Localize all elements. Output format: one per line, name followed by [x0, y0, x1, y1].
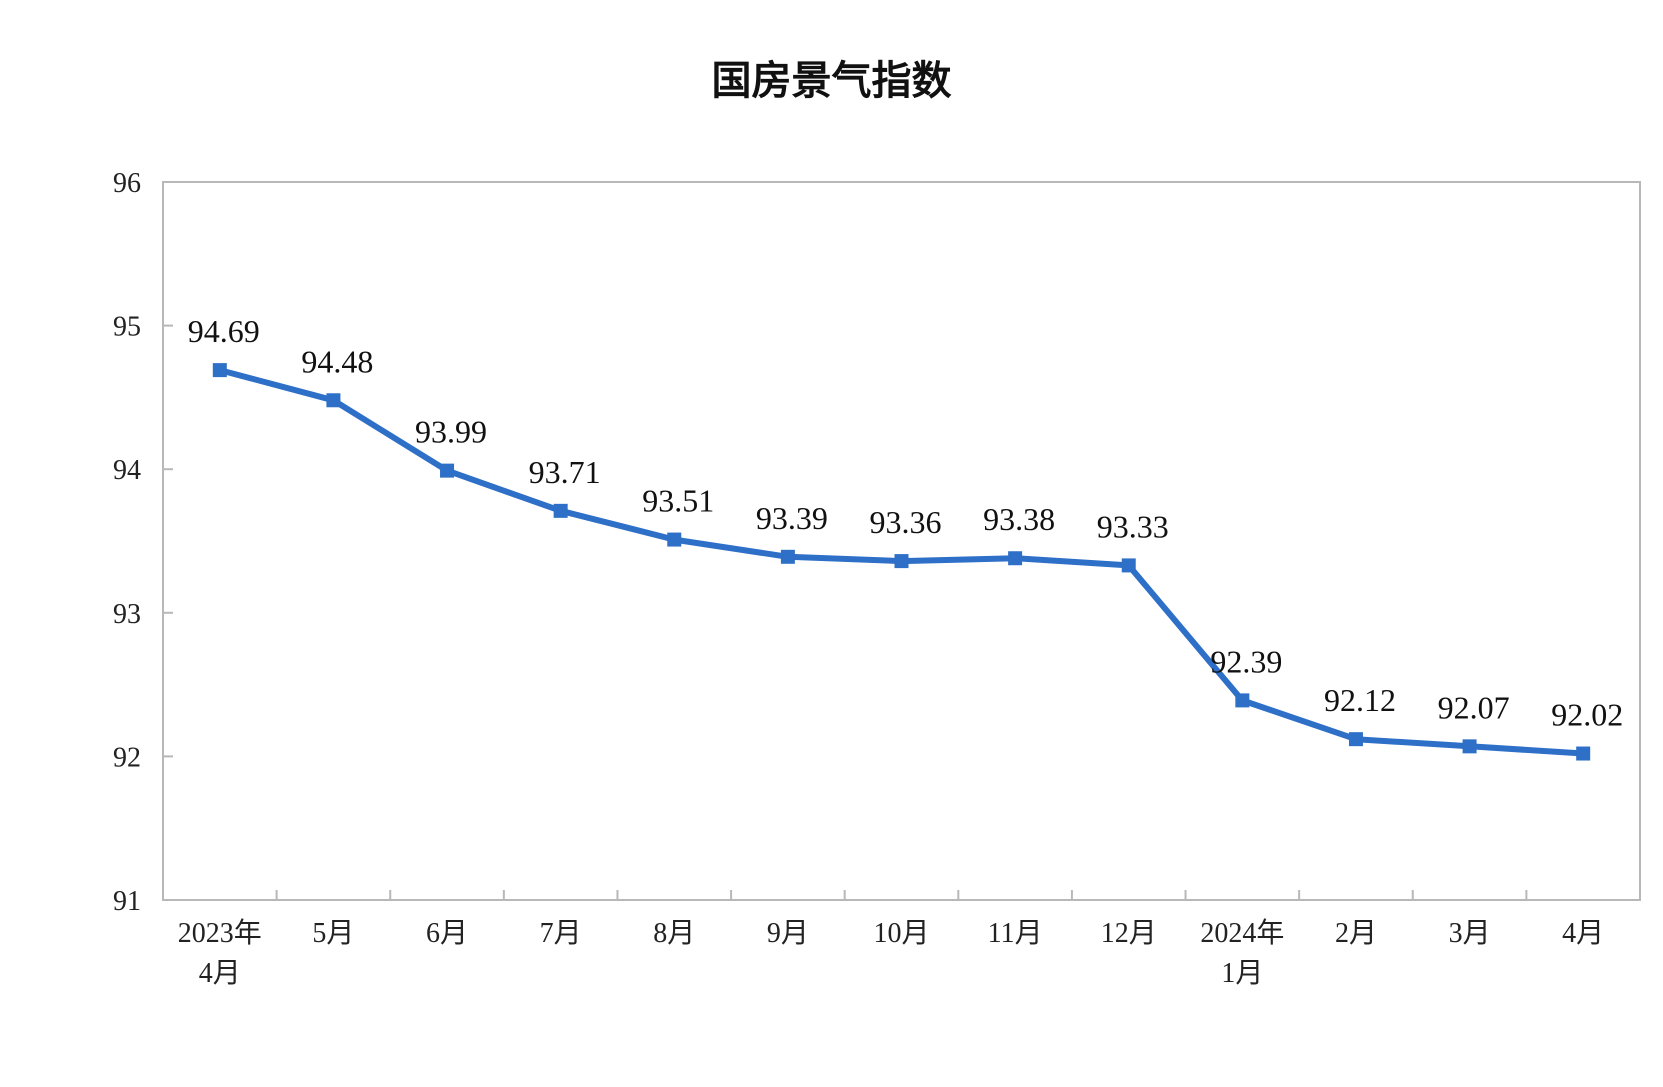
- data-value-label: 93.99: [415, 414, 487, 450]
- x-category-label: 7月: [540, 918, 582, 949]
- data-point-marker: [1235, 693, 1250, 708]
- data-point-marker: [1348, 732, 1363, 747]
- x-category-label: 2024年: [1200, 917, 1284, 949]
- data-value-label: 93.33: [1097, 508, 1169, 544]
- data-value-label: 92.39: [1210, 643, 1282, 679]
- y-tick-label: 93: [113, 599, 141, 630]
- data-point-marker: [667, 532, 682, 547]
- data-value-label: 93.51: [642, 483, 714, 519]
- x-category-label: 6月: [426, 918, 468, 949]
- y-tick-label: 91: [113, 886, 141, 917]
- data-point-marker: [1576, 746, 1591, 761]
- data-value-label: 93.39: [756, 500, 828, 536]
- x-category-label: 8月: [653, 918, 695, 949]
- x-category-label: 10月: [873, 918, 929, 949]
- x-category-label: 1月: [1221, 958, 1263, 989]
- x-category-label: 4月: [199, 958, 241, 989]
- data-value-label: 94.69: [188, 313, 260, 349]
- data-value-label: 93.36: [870, 504, 942, 540]
- data-point-marker: [212, 363, 227, 378]
- data-value-label: 92.02: [1551, 697, 1623, 733]
- x-category-label: 3月: [1449, 918, 1491, 949]
- x-category-label: 2023年: [178, 917, 262, 949]
- data-value-label: 94.48: [301, 343, 373, 379]
- data-point-marker: [1121, 558, 1136, 573]
- data-point-marker: [894, 554, 909, 569]
- data-point-marker: [1008, 551, 1023, 566]
- data-point-marker: [1462, 739, 1477, 754]
- data-value-label: 93.38: [983, 501, 1055, 537]
- x-category-label: 4月: [1562, 918, 1604, 949]
- data-value-label: 92.07: [1438, 689, 1510, 725]
- data-value-label: 92.12: [1324, 682, 1396, 718]
- y-tick-label: 94: [113, 455, 141, 486]
- chart-title: 国房景气指数: [711, 58, 952, 104]
- y-tick-label: 96: [113, 168, 141, 199]
- y-tick-label: 92: [113, 742, 141, 773]
- x-category-label: 2月: [1335, 918, 1377, 949]
- x-category-label: 5月: [312, 918, 354, 949]
- y-tick-label: 95: [113, 312, 141, 343]
- x-category-label: 11月: [988, 918, 1043, 949]
- plot-area-frame: [162, 181, 1641, 901]
- data-point-marker: [326, 393, 341, 408]
- data-value-label: 93.71: [529, 454, 601, 490]
- x-category-label: 12月: [1101, 918, 1157, 949]
- data-point-marker: [780, 549, 795, 564]
- data-point-marker: [553, 503, 568, 518]
- x-category-label: 9月: [767, 918, 809, 949]
- data-point-marker: [440, 463, 455, 478]
